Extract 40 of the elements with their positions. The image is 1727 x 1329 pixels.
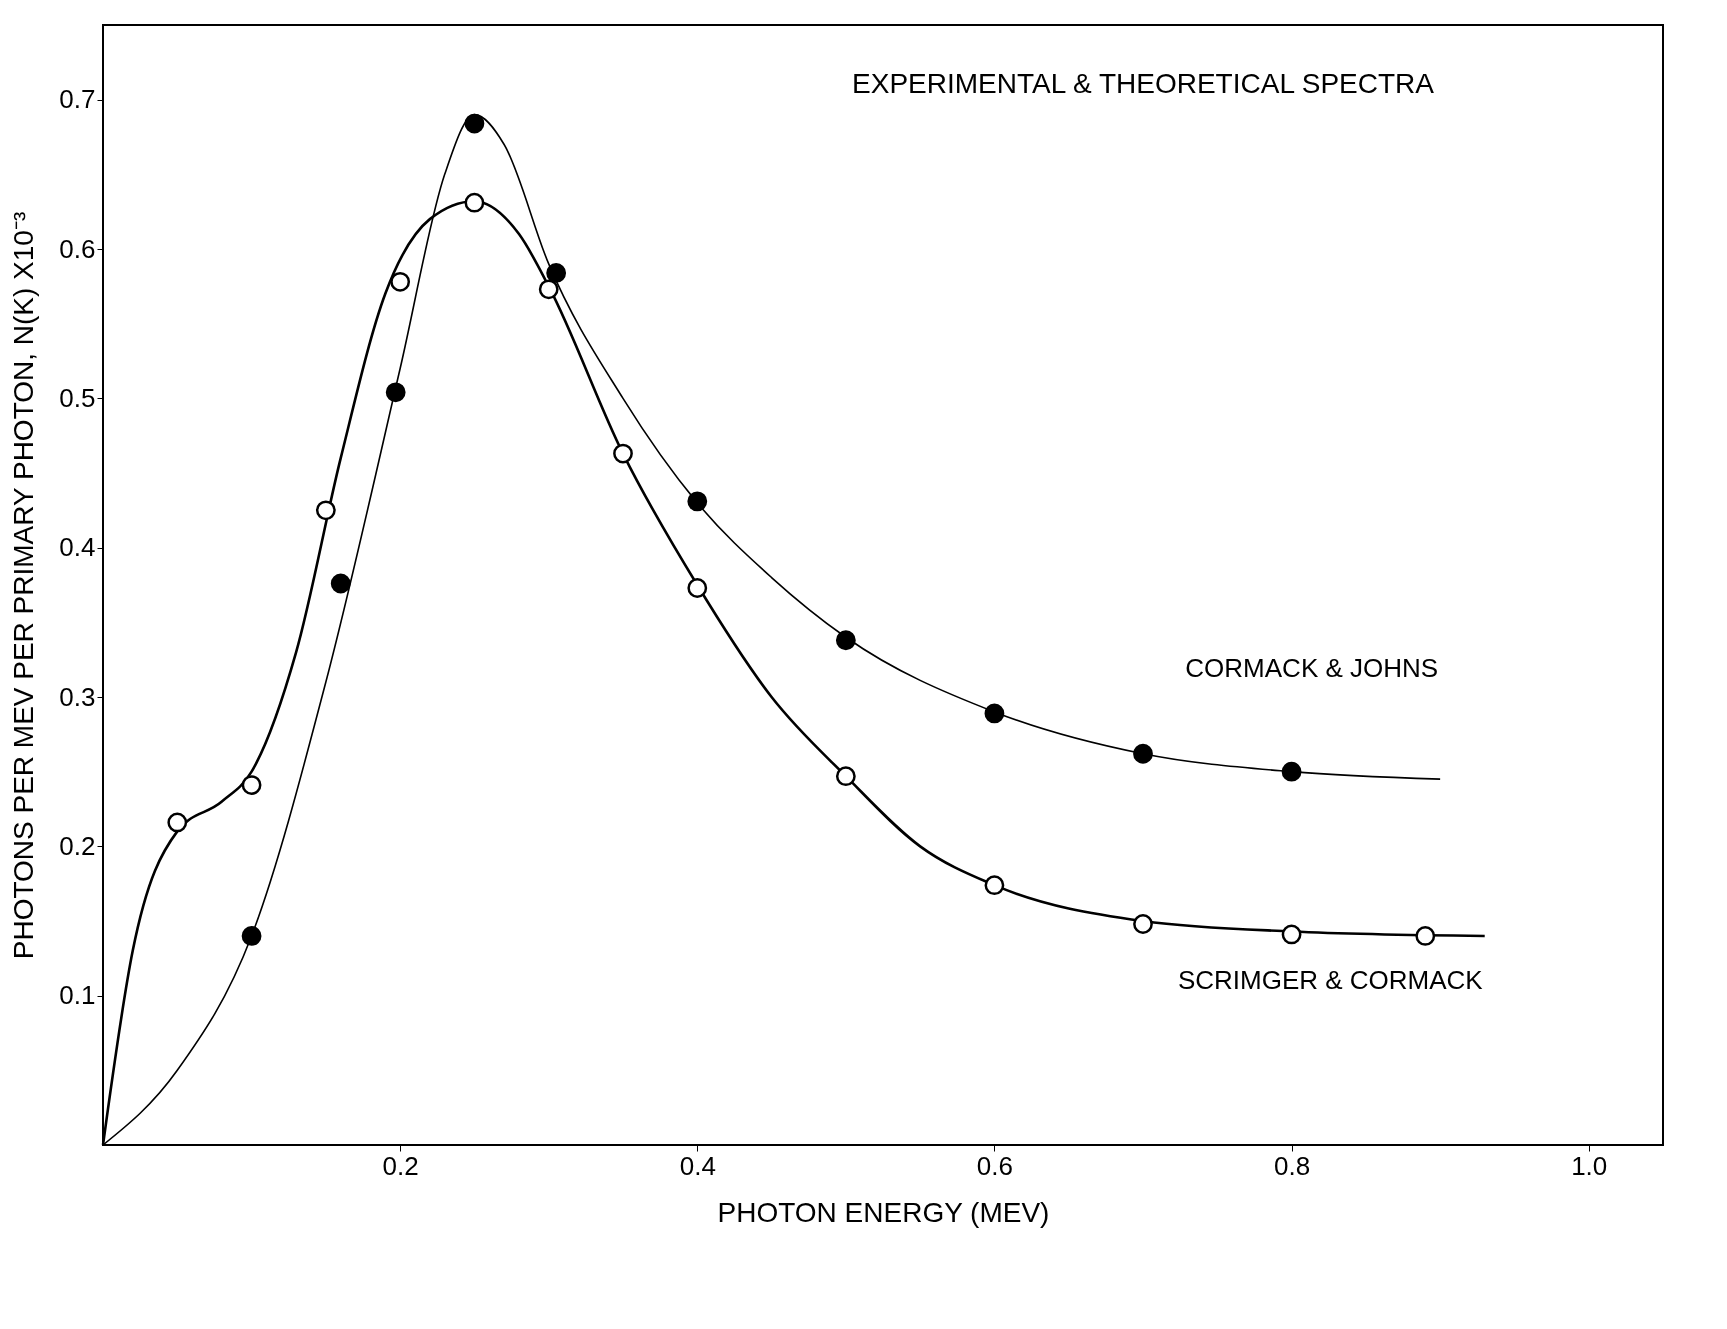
point xyxy=(1281,924,1302,945)
point xyxy=(167,812,188,833)
y-axis-title: PHOTONS PER MEV PER PRIMARY PHOTON, N(K) X10⁻³ xyxy=(8,211,40,960)
point xyxy=(984,875,1005,896)
y-tick-label: 0.1 xyxy=(59,980,96,1011)
x-tick-label: 0.6 xyxy=(976,1150,1014,1181)
x-axis-title: PHOTON ENERGY (MEV) xyxy=(717,1196,1050,1228)
point xyxy=(546,263,567,283)
point xyxy=(390,271,411,292)
point xyxy=(1281,761,1302,782)
y-tick-label: 0.5 xyxy=(59,382,96,413)
text: EXPERIMENTAL & THEORETICAL SPECTRA xyxy=(852,68,1435,99)
y-tick-label: 0.4 xyxy=(59,532,96,563)
y-tick-label: 0.6 xyxy=(59,233,96,264)
point xyxy=(241,926,262,946)
series-label: SCRIMGER & CORMACK xyxy=(1177,964,1484,995)
x-tick-label: 0.2 xyxy=(382,1150,419,1181)
y-tick-label: 0.2 xyxy=(59,830,96,861)
y-tick-label: 0.3 xyxy=(59,681,96,712)
point xyxy=(984,703,1005,724)
point xyxy=(330,573,351,594)
point xyxy=(538,279,559,300)
text: CORMACK & JOHNS xyxy=(1185,653,1439,684)
point xyxy=(1133,743,1153,764)
x-tick-label: 1.0 xyxy=(1571,1150,1608,1181)
point xyxy=(835,630,856,651)
x-tick-label: 0.4 xyxy=(679,1150,716,1181)
y-tick-label: 0.7 xyxy=(59,84,96,115)
point xyxy=(464,113,485,134)
point xyxy=(464,192,485,213)
point xyxy=(241,775,262,795)
point xyxy=(315,500,336,521)
point xyxy=(385,382,406,403)
point xyxy=(613,443,633,464)
point xyxy=(835,766,856,787)
point xyxy=(1415,926,1436,946)
x-tick-label: 0.8 xyxy=(1273,1150,1311,1181)
point xyxy=(687,491,708,512)
point xyxy=(1133,914,1153,934)
point xyxy=(687,578,708,598)
